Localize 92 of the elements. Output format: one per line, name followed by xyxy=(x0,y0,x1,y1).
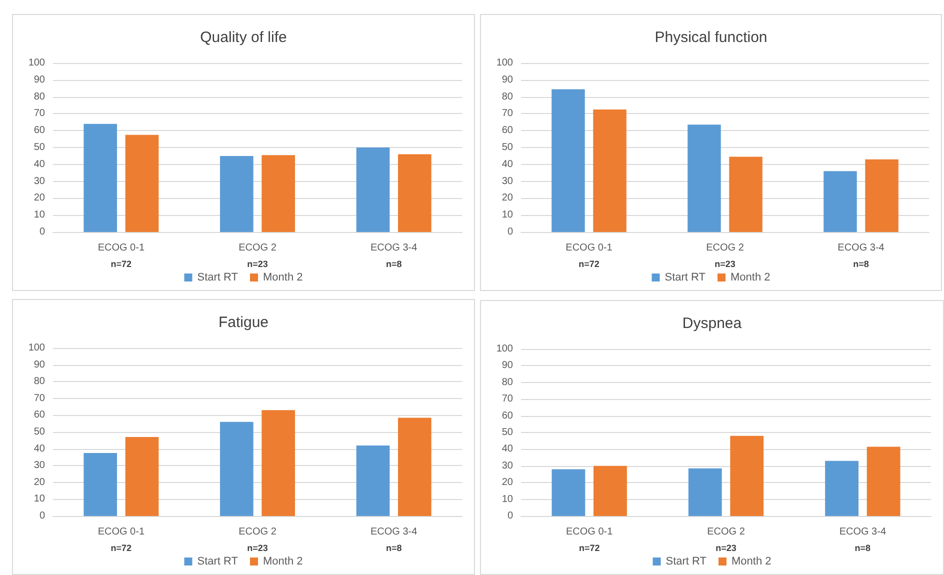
chart-title: Fatigue xyxy=(218,314,269,331)
x-tick-label: ECOG 0-1 n=72 xyxy=(566,526,614,553)
chart-title: Physical function xyxy=(654,29,768,46)
y-tick-label: 100 xyxy=(496,344,514,354)
y-tick-label: 60 xyxy=(34,410,46,421)
y-tick-label: 90 xyxy=(34,359,46,370)
x-tick-label: ECOG 0-1 n=72 xyxy=(98,526,145,553)
bar xyxy=(729,156,762,232)
y-tick-label: 40 xyxy=(502,444,514,455)
bar xyxy=(125,134,159,232)
legend-label: Month 2 xyxy=(263,272,303,284)
bar xyxy=(552,89,585,232)
y-tick-label: 50 xyxy=(34,426,46,438)
x-tick-label: ECOG 2 n=23 xyxy=(238,526,277,553)
bar xyxy=(220,156,254,232)
y-tick-label: 20 xyxy=(34,476,46,488)
bar xyxy=(220,422,254,516)
y-tick-label: 60 xyxy=(502,410,514,422)
y-tick-label: 10 xyxy=(34,210,46,221)
legend-label: Month 2 xyxy=(732,556,772,568)
y-tick-label: 60 xyxy=(34,125,46,136)
y-tick-label: 30 xyxy=(502,176,514,187)
bar xyxy=(688,124,721,232)
bar xyxy=(730,436,764,516)
y-tick-label: 10 xyxy=(502,494,514,505)
x-tick-label: ECOG 3-4 n=8 xyxy=(839,526,886,553)
y-tick-label: 30 xyxy=(34,176,46,187)
legend-label: Month 2 xyxy=(263,556,303,568)
bar xyxy=(398,418,432,516)
y-tick-label: 70 xyxy=(502,394,514,405)
legend-label: Start RT xyxy=(197,272,238,284)
y-tick-label: 30 xyxy=(34,460,46,472)
bar xyxy=(356,148,390,232)
y-tick-label: 40 xyxy=(502,158,514,170)
chart-title: Quality of life xyxy=(200,29,287,46)
bar xyxy=(398,154,432,232)
y-tick-label: 0 xyxy=(39,510,46,522)
x-tick-label: ECOG 0-1 n=72 xyxy=(566,242,613,269)
y-tick-label: 50 xyxy=(502,427,514,438)
legend-label: Start RT xyxy=(666,556,707,568)
y-tick-label: 80 xyxy=(502,91,514,102)
bar xyxy=(866,446,900,516)
y-tick-label: 80 xyxy=(34,91,46,102)
bar xyxy=(593,109,626,232)
y-tick-label: 10 xyxy=(34,494,46,505)
bar xyxy=(84,453,117,516)
x-tick-label: ECOG 2 n=23 xyxy=(706,242,744,269)
x-tick-label: ECOG 3-4 n=8 xyxy=(370,242,418,269)
x-tick-label: ECOG 2 n=23 xyxy=(707,526,746,553)
y-tick-label: 80 xyxy=(34,376,46,388)
y-tick-label: 50 xyxy=(34,142,46,153)
bar xyxy=(594,466,627,516)
y-tick-label: 20 xyxy=(502,477,514,488)
x-tick-label: ECOG 3-4 n=8 xyxy=(838,242,885,269)
chart-title: Dyspnea xyxy=(682,315,742,332)
bar xyxy=(262,155,295,232)
legend-label: Month 2 xyxy=(730,272,770,284)
y-tick-label: 20 xyxy=(502,192,514,204)
y-tick-label: 30 xyxy=(502,460,514,472)
y-tick-label: 10 xyxy=(502,210,514,221)
y-tick-label: 40 xyxy=(34,443,46,454)
y-tick-label: 0 xyxy=(507,226,514,238)
bar xyxy=(824,171,857,232)
bar xyxy=(825,460,858,516)
y-tick-label: 0 xyxy=(39,226,46,238)
bar xyxy=(356,445,390,516)
x-tick-label: ECOG 2 n=23 xyxy=(238,242,277,269)
y-tick-label: 50 xyxy=(502,142,514,153)
y-tick-label: 90 xyxy=(502,360,514,372)
legend-label: Start RT xyxy=(197,556,238,568)
bar xyxy=(688,468,722,516)
y-tick-label: 80 xyxy=(502,376,514,388)
bar xyxy=(84,124,117,232)
y-tick-label: 40 xyxy=(34,158,46,170)
y-tick-label: 60 xyxy=(502,125,514,136)
bar xyxy=(125,437,159,516)
y-tick-label: 70 xyxy=(34,392,46,404)
y-tick-label: 100 xyxy=(496,58,514,68)
y-tick-label: 0 xyxy=(507,510,514,522)
x-tick-label: ECOG 3-4 n=8 xyxy=(370,526,418,553)
bar xyxy=(865,159,898,232)
y-tick-label: 100 xyxy=(28,342,46,354)
legend-label: Start RT xyxy=(664,272,706,284)
y-tick-label: 90 xyxy=(34,74,46,86)
y-tick-label: 90 xyxy=(502,74,514,86)
bar xyxy=(262,410,295,516)
bar xyxy=(552,469,586,516)
x-tick-label: ECOG 0-1 n=72 xyxy=(98,242,145,269)
y-tick-label: 70 xyxy=(34,108,46,120)
y-tick-label: 100 xyxy=(28,58,46,68)
y-tick-label: 70 xyxy=(502,108,514,120)
y-tick-label: 20 xyxy=(34,192,46,204)
